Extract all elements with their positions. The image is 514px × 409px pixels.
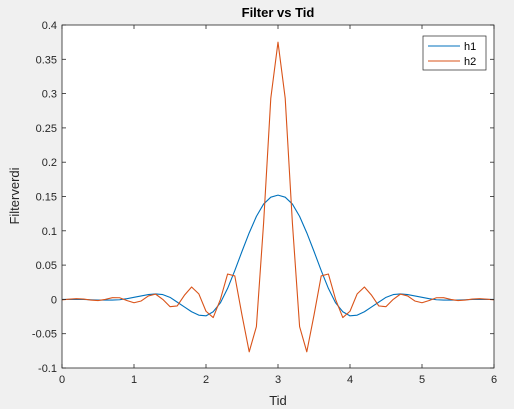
y-tick-label: 0.25 bbox=[36, 123, 57, 135]
x-tick-label: 0 bbox=[59, 374, 65, 386]
y-tick-label: 0.35 bbox=[36, 54, 57, 66]
x-tick-label: 5 bbox=[419, 374, 425, 386]
y-tick-label: 0.2 bbox=[42, 157, 57, 169]
y-tick-label: 0 bbox=[51, 294, 57, 306]
chart-title: Filter vs Tid bbox=[242, 5, 315, 20]
legend-label-h1: h1 bbox=[464, 41, 476, 53]
y-tick-label: -0.05 bbox=[32, 329, 57, 341]
plot-area bbox=[62, 25, 494, 368]
y-tick-label: 0.3 bbox=[42, 89, 57, 101]
series-line-h1 bbox=[62, 194, 494, 317]
x-tick-label: 4 bbox=[347, 374, 353, 386]
y-axis-label: Filterverdi bbox=[7, 167, 22, 224]
legend-label-h2: h2 bbox=[464, 56, 476, 68]
y-tick-label: 0.1 bbox=[42, 226, 57, 238]
legend-box bbox=[422, 35, 487, 71]
x-tick-label: 3 bbox=[275, 374, 281, 386]
y-tick-label: 0.4 bbox=[42, 20, 57, 32]
x-tick-label: 6 bbox=[491, 374, 497, 386]
x-axis: 0 1 2 3 4 5 6 bbox=[59, 25, 497, 386]
y-tick-label: -0.1 bbox=[38, 363, 57, 375]
y-tick-label: 0.15 bbox=[36, 192, 57, 204]
y-axis: -0.1 -0.05 0 0.05 0.1 0.15 0.2 0.25 0.3 0.35 0.4 bbox=[32, 20, 494, 375]
y-tick-label: 0.05 bbox=[36, 260, 57, 272]
x-axis-label: Tid bbox=[269, 393, 287, 408]
series-line-h2 bbox=[61, 41, 495, 353]
x-tick-label: 2 bbox=[203, 374, 209, 386]
series-layer bbox=[61, 41, 495, 353]
x-tick-label: 1 bbox=[131, 374, 137, 386]
legend: h1 h2 bbox=[422, 35, 487, 71]
